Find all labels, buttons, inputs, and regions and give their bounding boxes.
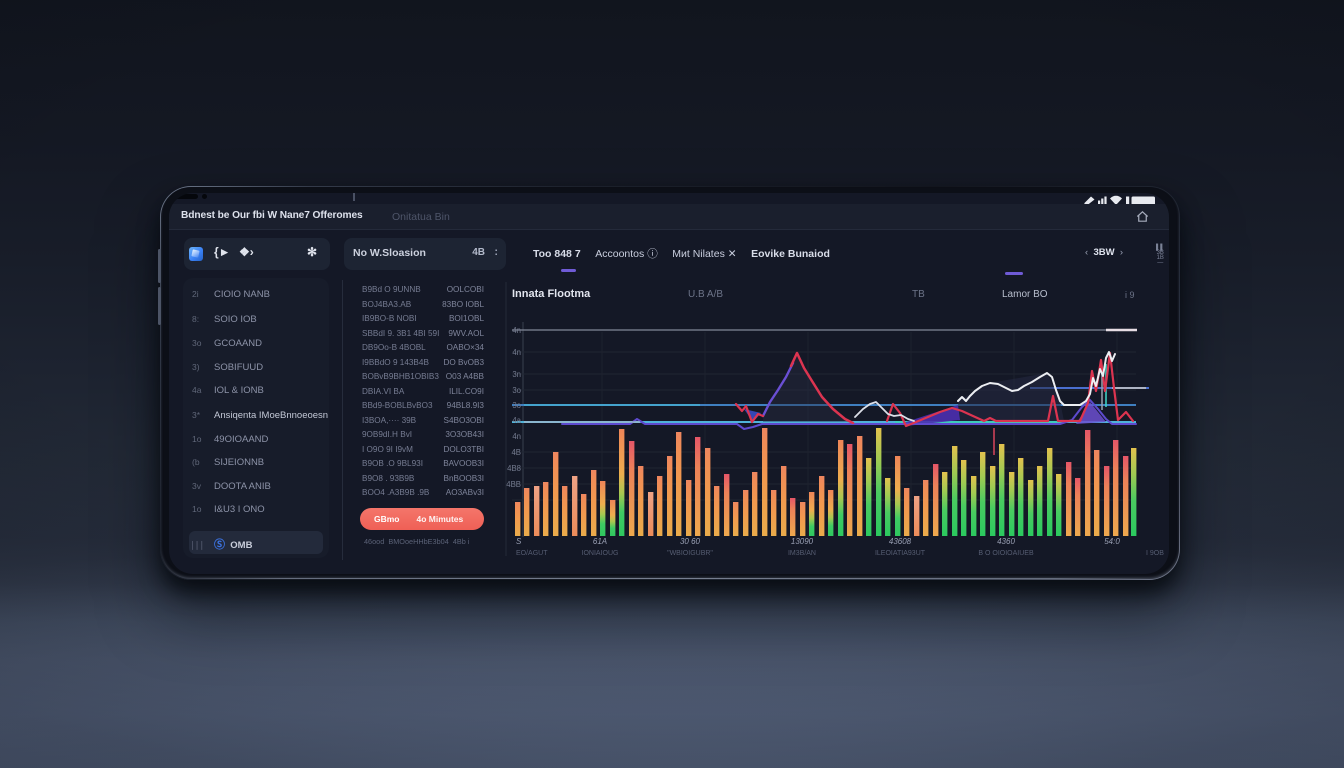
- svg-text:4360: 4360: [997, 537, 1015, 546]
- svg-text:I 9OB: I 9OB: [1146, 550, 1164, 557]
- svg-text:30 60: 30 60: [680, 537, 701, 546]
- svg-text:3n: 3n: [512, 370, 521, 379]
- svg-text:IM3B/AN: IM3B/AN: [788, 550, 816, 557]
- svg-text:ILEOIATIA93UT: ILEOIATIA93UT: [875, 550, 926, 557]
- svg-text:4BB: 4BB: [506, 480, 521, 489]
- svg-text:S: S: [516, 537, 522, 546]
- svg-text:3o: 3o: [512, 401, 521, 410]
- svg-text:4B: 4B: [511, 448, 521, 457]
- svg-text:B O OIOIOAIUEB: B O OIOIOAIUEB: [978, 550, 1034, 557]
- svg-text:13090: 13090: [791, 537, 814, 546]
- svg-text:54:0: 54:0: [1104, 537, 1120, 546]
- svg-text:61A: 61A: [593, 537, 607, 546]
- svg-text:4n: 4n: [512, 326, 521, 335]
- svg-text:43608: 43608: [889, 537, 912, 546]
- svg-text:4a: 4a: [512, 416, 521, 425]
- svg-text:4B8: 4B8: [507, 464, 521, 473]
- svg-text:4n: 4n: [512, 432, 521, 441]
- svg-text:IONIAIOUG: IONIAIOUG: [582, 550, 619, 557]
- svg-text:3o: 3o: [512, 386, 521, 395]
- svg-text:4n: 4n: [512, 348, 521, 357]
- svg-text:EO/AGUT: EO/AGUT: [516, 550, 548, 557]
- svg-text:"WBIOIGUBR": "WBIOIGUBR": [667, 550, 713, 557]
